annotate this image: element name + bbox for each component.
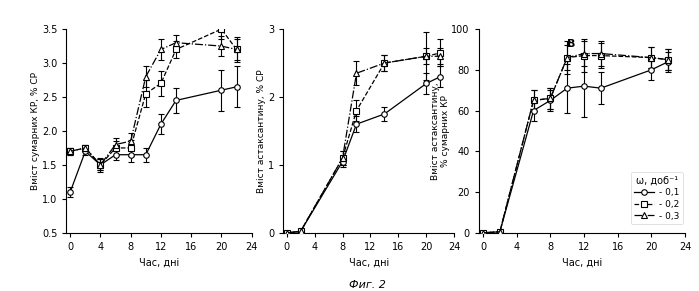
Legend: - 0,1, - 0,2, - 0,3: - 0,1, - 0,2, - 0,3 — [630, 172, 682, 224]
X-axis label: Час, дні: Час, дні — [562, 257, 602, 267]
Y-axis label: Вміст астаксантину,
% сумарних КР: Вміст астаксантину, % сумарних КР — [431, 82, 450, 180]
X-axis label: Час, дні: Час, дні — [139, 257, 179, 267]
Y-axis label: Вміст астаксантину, % СР: Вміст астаксантину, % СР — [257, 69, 266, 193]
Text: В: В — [567, 40, 575, 49]
X-axis label: Час, дні: Час, дні — [349, 257, 389, 267]
Text: Фиг. 2: Фиг. 2 — [349, 280, 385, 290]
Y-axis label: Вміст сумарних КР, % СР: Вміст сумарних КР, % СР — [31, 72, 41, 190]
